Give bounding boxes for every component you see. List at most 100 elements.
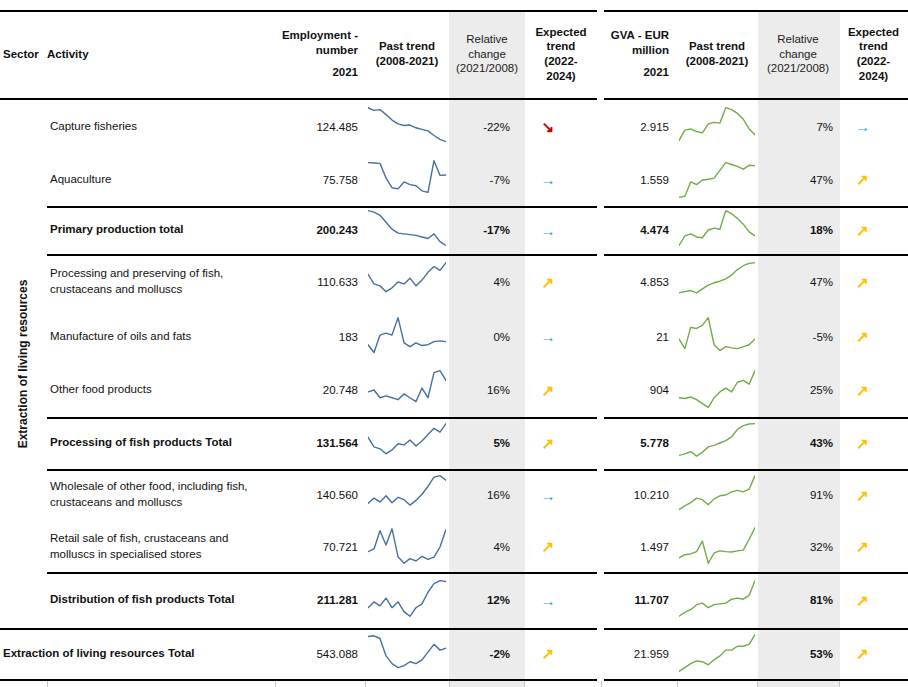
table-body: Capture fisheries 124.485 -22% ↘ 2.915 7…: [0, 100, 908, 679]
gva-expected-trend-icon: ↗: [856, 172, 869, 187]
employment-expected-trend-icon: ↗: [542, 436, 555, 451]
employment-sparkline: [365, 367, 449, 413]
employment-sparkline: [365, 157, 449, 203]
activity-label: Capture fisheries: [0, 119, 275, 135]
gva-expected-trend-icon: →: [855, 119, 870, 134]
employment-expected-trend-icon: →: [541, 593, 556, 608]
activity-label: Extraction of living resources Total: [0, 646, 275, 662]
gva-relative-change: 47%: [757, 276, 839, 288]
employment-sparkline: [365, 314, 449, 360]
col-header-gva-past-trend: Past trend (2008-2021): [677, 10, 757, 98]
table-row: Wholesale of other food, including fish,…: [0, 469, 908, 521]
employment-sparkline: [365, 420, 449, 466]
separator-line: [0, 679, 597, 681]
grid-tick: [601, 681, 602, 687]
gva-relative-change: 47%: [757, 174, 839, 186]
gva-sparkline: [677, 314, 757, 360]
gva-expected-trend-icon: ↗: [856, 646, 869, 661]
gva-expected-trend-icon: ↗: [856, 436, 869, 451]
table-row: Processing and preserving of fish, crust…: [0, 254, 908, 310]
gva-value: 1.559: [604, 174, 677, 186]
gva-expected-trend-icon: ↗: [856, 329, 869, 344]
employment-sparkline: [365, 259, 449, 305]
gva-sparkline: [677, 631, 757, 677]
table-row-subtotal: Distribution of fish products Total 211.…: [0, 572, 908, 628]
col-header-activity: Activity: [47, 10, 275, 98]
col-header-sector: Sector: [0, 10, 47, 98]
col-header-employment-past-trend: Past trend (2008-2021): [365, 10, 449, 98]
gva-value: 10.210: [604, 489, 677, 501]
employment-value: 124.485: [275, 121, 365, 133]
table-row-subtotal: Primary production total 200.243 -17% → …: [0, 206, 908, 254]
gva-relative-change: -5%: [757, 331, 839, 343]
employment-sparkline: [365, 524, 449, 570]
employment-expected-trend-icon: ↗: [542, 539, 555, 554]
gva-relative-change: 25%: [757, 384, 839, 396]
employment-header-year: 2021: [332, 65, 358, 80]
gva-value: 2.915: [604, 121, 677, 133]
gva-sparkline: [677, 472, 757, 518]
table-row: Other food products 20.748 16% ↗ 904 25%…: [0, 363, 908, 417]
gva-value: 4.853: [604, 276, 677, 288]
gva-expected-trend-icon: ↗: [856, 275, 869, 290]
employment-expected-trend-icon: →: [541, 223, 556, 238]
gva-relative-change: 18%: [757, 224, 839, 236]
gva-relative-change: 91%: [757, 489, 839, 501]
employment-sparkline: [365, 631, 449, 677]
gva-sparkline: [677, 367, 757, 413]
employment-relative-change: -7%: [449, 174, 525, 186]
activity-label: Processing of fish products Total: [0, 435, 275, 451]
employment-relative-change: 4%: [449, 541, 525, 553]
gva-relative-change: 43%: [757, 437, 839, 449]
gva-header-label: GVA - EUR million: [611, 28, 669, 57]
employment-expected-trend-icon: →: [541, 488, 556, 503]
employment-value: 140.560: [275, 489, 365, 501]
col-header-employment-relative-change: Relative change (2021/2008): [449, 10, 525, 98]
employment-relative-change: -17%: [449, 224, 525, 236]
gva-expected-trend-icon: ↗: [856, 593, 869, 608]
col-header-gva: GVA - EUR million 2021: [604, 10, 677, 98]
employment-value: 75.758: [275, 174, 365, 186]
employment-expected-trend-icon: →: [541, 329, 556, 344]
gva-relative-change: 53%: [757, 648, 839, 660]
gva-relative-change: 32%: [757, 541, 839, 553]
table-row-subtotal: Processing of fish products Total 131.56…: [0, 417, 908, 469]
gva-sparkline: [677, 420, 757, 466]
gva-value: 21.959: [604, 648, 677, 660]
employment-relative-change: 5%: [449, 437, 525, 449]
gva-sparkline: [677, 207, 757, 253]
col-header-employment-expected-trend: Expected trend (2022- 2024): [525, 10, 597, 98]
employment-value: 20.748: [275, 384, 365, 396]
gva-sparkline: [677, 259, 757, 305]
activity-label: Primary production total: [0, 222, 275, 238]
employment-expected-trend-icon: →: [541, 172, 556, 187]
employment-expected-trend-icon: ↗: [542, 383, 555, 398]
col-header-employment: Employment - number 2021: [275, 10, 365, 98]
activity-label: Distribution of fish products Total: [0, 592, 275, 608]
employment-value: 543.088: [275, 648, 365, 660]
employment-value: 200.243: [275, 224, 365, 236]
gva-sparkline: [677, 104, 757, 150]
employment-value: 70.721: [275, 541, 365, 553]
employment-value: 211.281: [275, 594, 365, 606]
table-row: Retail sale of fish, crustaceans and mol…: [0, 521, 908, 572]
gva-expected-trend-icon: ↗: [856, 223, 869, 238]
table-row: Manufacture of oils and fats 183 0% → 21…: [0, 310, 908, 363]
employment-relative-change: 16%: [449, 384, 525, 396]
gva-sparkline: [677, 577, 757, 623]
activity-label: Other food products: [0, 382, 275, 398]
activity-label: Aquaculture: [0, 172, 275, 188]
employment-relative-change: 0%: [449, 331, 525, 343]
activity-label: Manufacture of oils and fats: [0, 329, 275, 345]
blue-economy-sector-table: Sector Activity Employment - number 2021…: [0, 0, 908, 687]
table-header: Sector Activity Employment - number 2021…: [0, 10, 908, 98]
activity-label: Processing and preserving of fish, crust…: [0, 266, 275, 297]
employment-relative-change: -2%: [449, 648, 525, 660]
employment-header-label: Employment - number: [282, 28, 358, 57]
grid-tick: [524, 681, 525, 687]
grid-tick: [677, 681, 678, 687]
employment-relative-change: 4%: [449, 276, 525, 288]
grid-tick: [757, 681, 758, 687]
employment-sparkline: [365, 577, 449, 623]
employment-relative-change: -22%: [449, 121, 525, 133]
